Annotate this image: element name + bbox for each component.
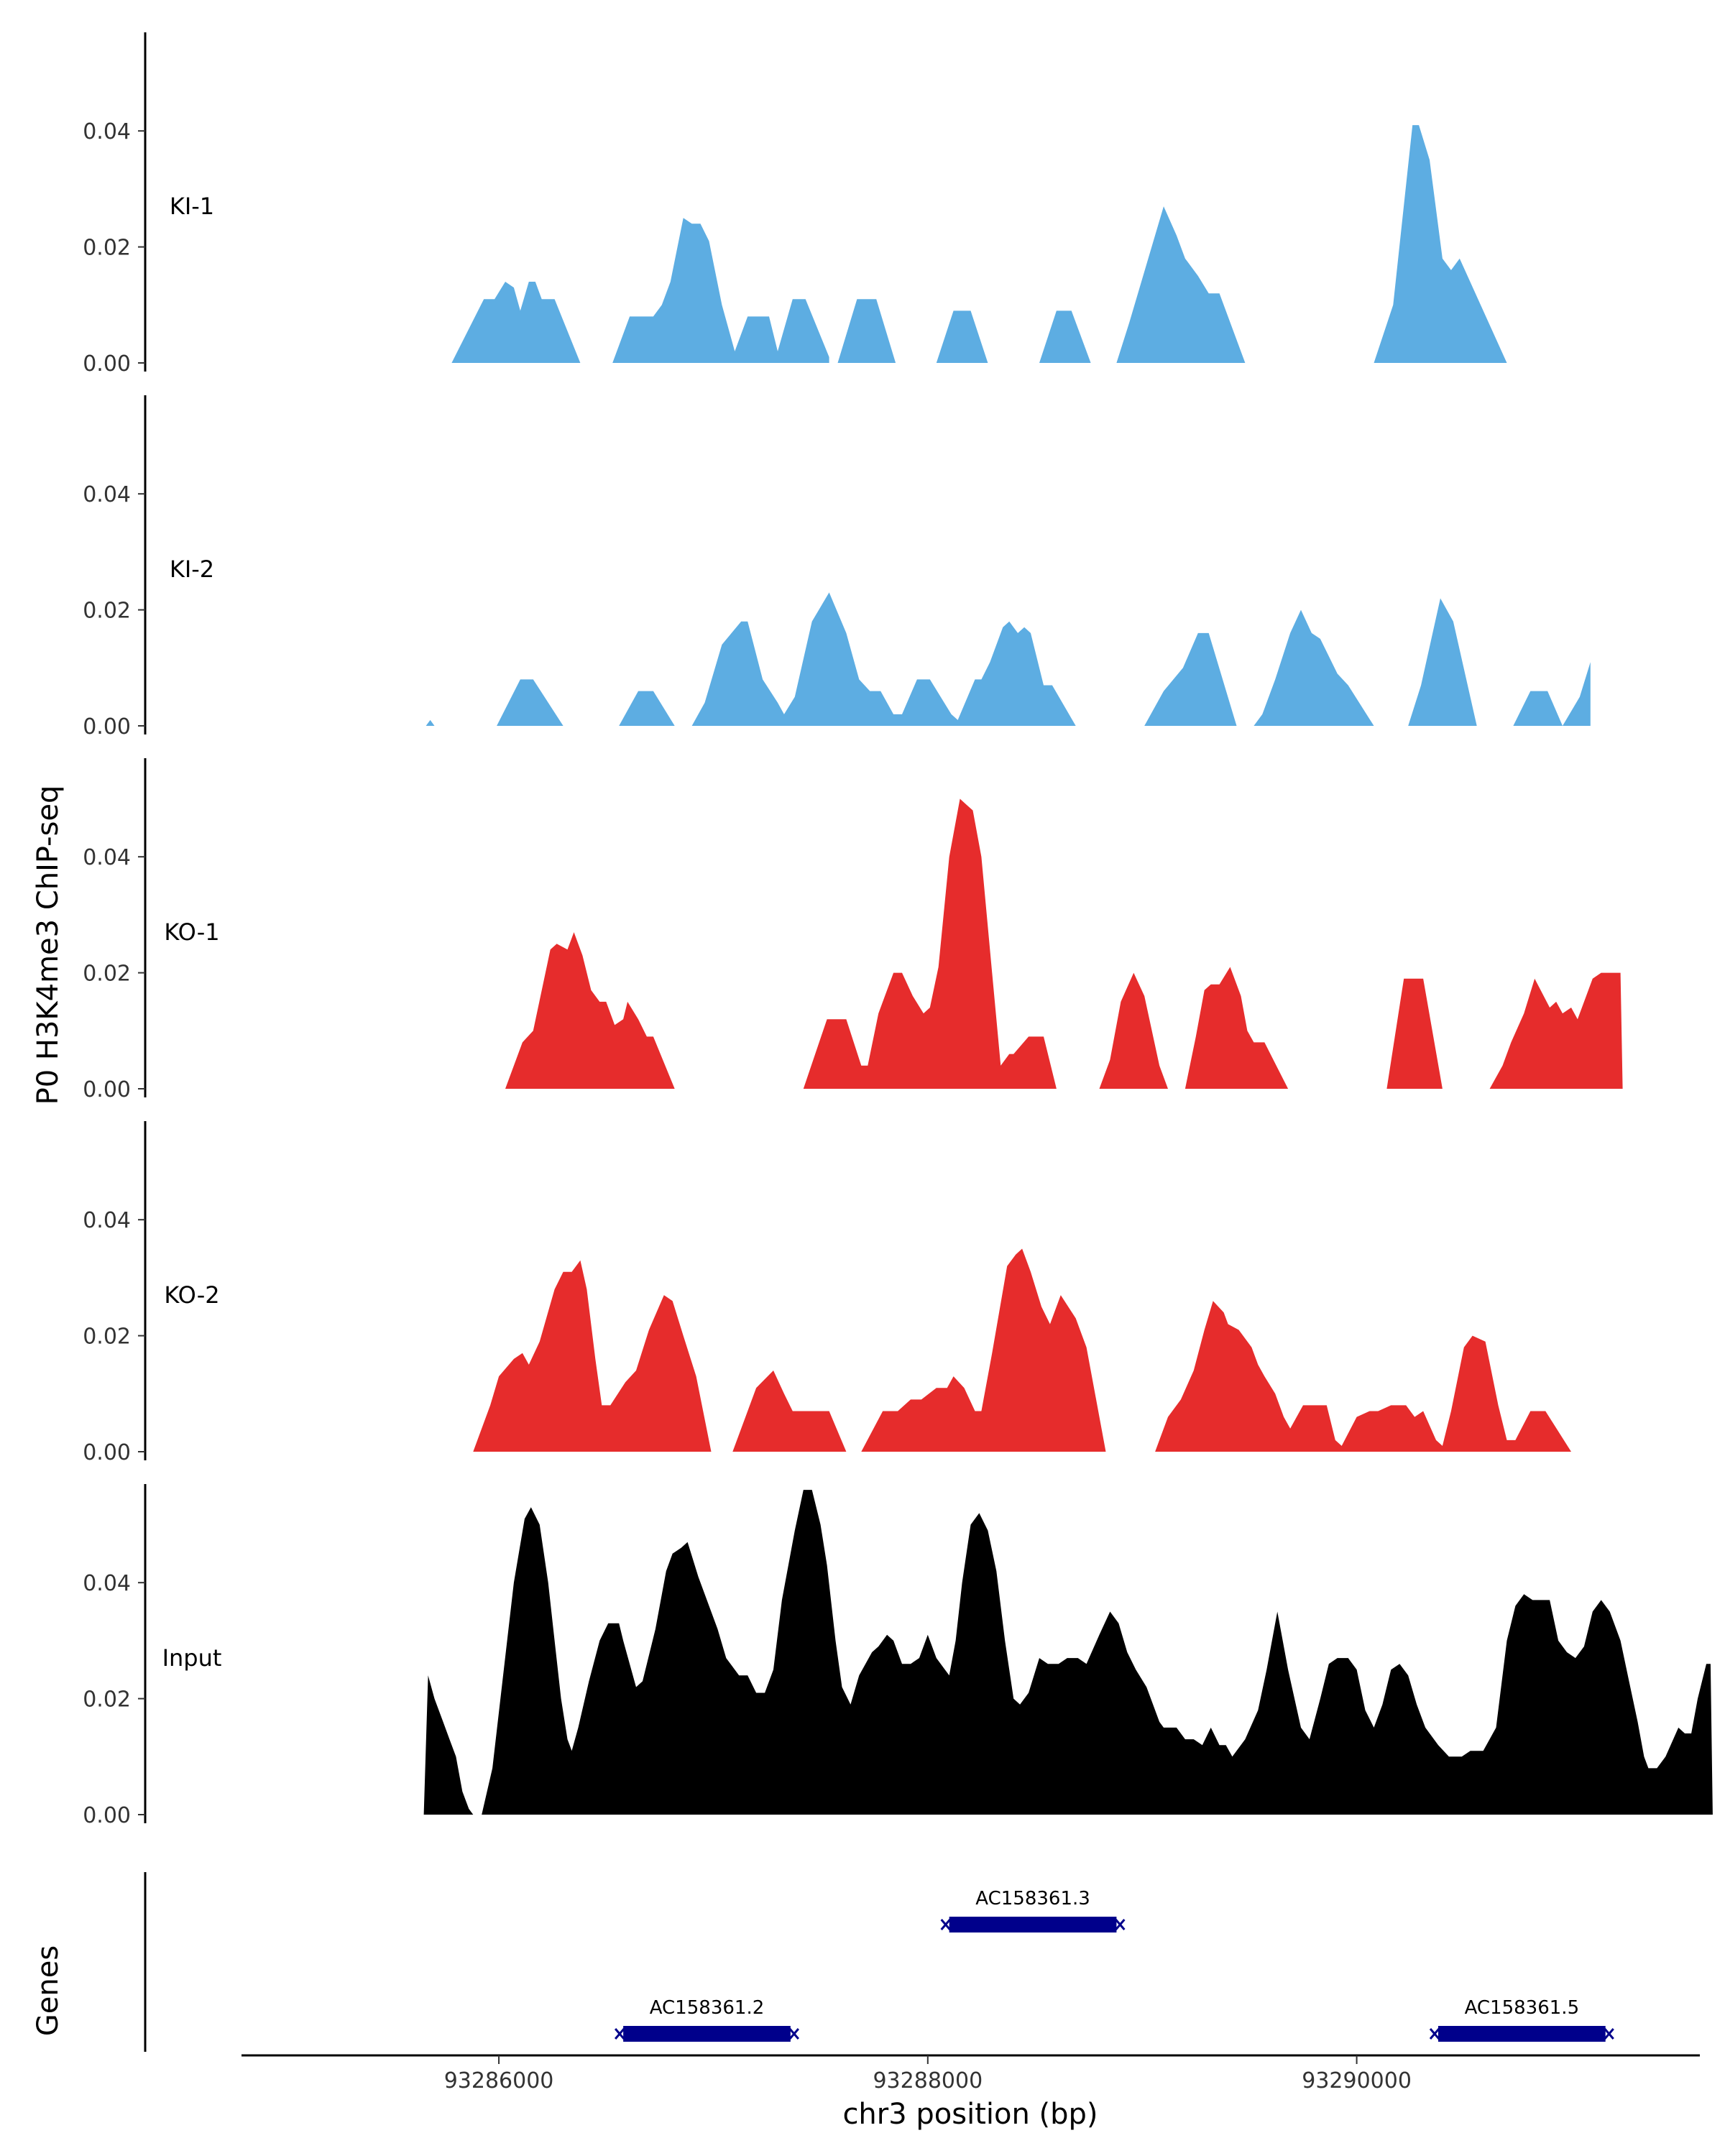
gene-strand-mark — [1604, 2028, 1614, 2040]
track-area-ki-1-1 — [612, 218, 829, 363]
track-area-ko-1-3 — [1184, 967, 1289, 1089]
track-label: Input — [162, 1644, 222, 1672]
track-label: KI-1 — [170, 193, 214, 220]
track-area-input-1 — [482, 1490, 1713, 1815]
genes-layer: AC158361.3 AC158361.2 AC158361.5 — [144, 1872, 1614, 2052]
y-tick-label: 0.02 — [83, 236, 131, 261]
gene-strand-mark — [1115, 1919, 1126, 1930]
y-tick-label: 0.04 — [83, 119, 131, 144]
x-tick-label: 93286000 — [444, 2068, 554, 2093]
gene-body — [949, 1917, 1117, 1932]
gene-label: AC158361.2 — [650, 1997, 765, 2019]
track-area-ki-2-5 — [1254, 609, 1374, 726]
track-area-ki-2-6 — [1408, 598, 1477, 726]
track-area-ko-1-1 — [803, 798, 1057, 1089]
gene-strand-mark — [614, 2028, 625, 2040]
track-area-input-0 — [423, 1675, 474, 1815]
track-area-ko-1-0 — [505, 932, 675, 1089]
gene-body — [623, 2026, 791, 2042]
y-tick-label: 0.04 — [83, 1208, 131, 1233]
x-tick-label: 93290000 — [1302, 2068, 1412, 2093]
track-area-ki-1-5 — [1116, 206, 1246, 363]
track-area-ko-1-2 — [1099, 972, 1168, 1089]
track-label: KO-1 — [164, 918, 219, 946]
track-area-ki-2-4 — [1144, 632, 1237, 726]
gene-body — [1438, 2026, 1606, 2042]
track-label: KO-2 — [164, 1281, 219, 1309]
y-tick-label: 0.00 — [83, 351, 131, 377]
gene-label: AC158361.5 — [1465, 1997, 1580, 2019]
track-area-ki-2-7 — [1513, 662, 1591, 726]
track-area-ki-2-2 — [619, 691, 675, 726]
y-tick-label: 0.04 — [83, 845, 131, 870]
y-tick-label: 0.00 — [83, 1803, 131, 1828]
track-label: KI-2 — [170, 556, 214, 583]
y-tick-label: 0.00 — [83, 714, 131, 740]
y-tick-label: 0.02 — [83, 962, 131, 987]
track-area-ki-1-3 — [936, 310, 988, 363]
track-ki-2: 0.00 0.02 0.04 KI-2 — [83, 395, 1591, 740]
track-area-ki-1-2 — [837, 299, 896, 363]
track-area-ko-2-2 — [861, 1248, 1106, 1452]
y-tick-label: 0.00 — [83, 1077, 131, 1102]
y-tick-label: 0.04 — [83, 482, 131, 507]
track-area-ki-2-1 — [497, 679, 564, 726]
gene-ac158361.3: AC158361.3 — [940, 1888, 1126, 1932]
y-tick-label: 0.02 — [83, 599, 131, 624]
gene-strand-mark — [788, 2028, 799, 2040]
track-ko-2: 0.00 0.02 0.04 KO-2 — [83, 1121, 1571, 1465]
gene-strand-mark — [1429, 2028, 1440, 2040]
gene-label: AC158361.3 — [975, 1888, 1090, 1909]
x-axis: 93286000 93288000 93290000 — [242, 2054, 1700, 2093]
track-area-ki-1-0 — [451, 282, 581, 363]
x-axis-title: chr3 position (bp) — [842, 2098, 1098, 2131]
genes-axis-title: Genes — [32, 1945, 65, 2036]
y-tick-label: 0.04 — [83, 1571, 131, 1596]
tracks-layer: 0.00 0.02 0.04 KI-1 0.00 0.02 0.04 KI-2 0.00 0.02… — [83, 32, 1713, 1828]
track-area-ko-2-1 — [732, 1370, 847, 1452]
x-tick-label: 93288000 — [873, 2068, 983, 2093]
track-area-ki-2-3 — [691, 592, 1076, 726]
y-tick-label: 0.02 — [83, 1687, 131, 1713]
y-tick-label: 0.02 — [83, 1325, 131, 1350]
track-ki-1: 0.00 0.02 0.04 KI-1 — [83, 32, 1507, 377]
y-tick-label: 0.00 — [83, 1440, 131, 1465]
gene-ac158361.2: AC158361.2 — [614, 1997, 799, 2042]
track-area-ko-2-3 — [1155, 1301, 1571, 1452]
track-area-ki-1-6 — [1374, 125, 1507, 363]
gene-ac158361.5: AC158361.5 — [1429, 1997, 1614, 2042]
track-area-ki-1-4 — [1039, 310, 1091, 363]
track-ko-1: 0.00 0.02 0.04 KO-1 — [83, 758, 1623, 1102]
track-area-ko-1-5 — [1489, 972, 1623, 1089]
y-axis-title: P0 H3K4me3 ChIP-seq — [32, 786, 65, 1105]
track-area-ko-2-0 — [473, 1260, 712, 1452]
gene-strand-mark — [940, 1919, 951, 1930]
track-area-ki-2-0 — [426, 719, 435, 726]
track-area-ko-1-4 — [1386, 978, 1443, 1089]
track-input: 0.00 0.02 0.04 Input — [83, 1484, 1713, 1828]
